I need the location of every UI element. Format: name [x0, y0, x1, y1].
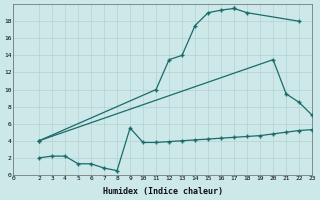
- X-axis label: Humidex (Indice chaleur): Humidex (Indice chaleur): [103, 187, 223, 196]
